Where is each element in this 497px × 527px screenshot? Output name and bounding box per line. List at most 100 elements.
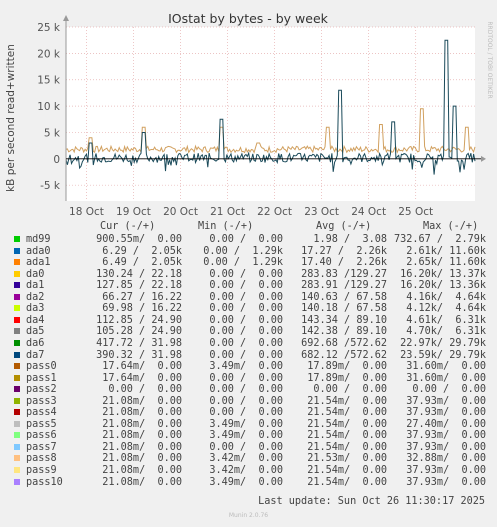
legend-min: 0.00 / 0.00 (209, 384, 283, 396)
legend-avg: 17.40 / 2.26k (301, 257, 387, 269)
legend-min: 0.00 / 0.00 (209, 326, 283, 338)
legend-swatch (14, 467, 20, 473)
header-max: Max (-/+) (423, 221, 479, 232)
legend-row: da3 69.98 / 16.22 0.00 / 0.00 140.18 / 67.5… (14, 303, 486, 315)
legend-avg: 21.53m/ 0.00 (307, 453, 387, 465)
legend-row: pass6 21.08m/ 0.00 3.49m/ 0.00 21.54m/ 0.00… (14, 430, 486, 442)
x-tick-label: 21 Oct (210, 206, 245, 218)
legend-name: pass8 (26, 453, 57, 465)
legend-cur: 417.72 / 31.98 (96, 337, 182, 349)
legend-name: ada0 (26, 245, 51, 257)
y-tick-label: 10 k (37, 101, 61, 113)
legend-cur: 0.00 / 0.00 (108, 384, 182, 396)
legend-min: 0.00 / 1.29k (203, 245, 283, 257)
legend-name: pass9 (26, 465, 57, 476)
legend-max: 37.93m/ 0.00 (406, 430, 486, 442)
legend-avg: 21.54m/ 0.00 (307, 407, 387, 419)
legend-max: 32.88m/ 0.00 (406, 453, 486, 465)
legend-max: 37.93m/ 0.00 (406, 476, 486, 488)
legend-swatch (14, 247, 20, 254)
legend-swatch (14, 351, 20, 358)
legend-avg: 21.54m/ 0.00 (307, 441, 387, 453)
legend-max: 16.20k/ 13.36k (400, 280, 486, 292)
legend-row: pass10 21.08m/ 0.00 3.49m/ 0.00 21.54m/ 0.0… (14, 476, 486, 488)
legend-row: ada1 6.49 / 2.05k 0.00 / 1.29k 17.40 / 2.26… (14, 257, 486, 269)
legend-min: 0.00 / 0.00 (209, 441, 283, 453)
legend-avg: 140.18 / 67.58 (301, 303, 387, 315)
legend-swatch (14, 420, 20, 427)
legend-swatch (14, 409, 20, 416)
legend-cur: 127.85 / 22.18 (96, 280, 182, 292)
legend-max: 4.16k/ 4.64k (406, 291, 486, 303)
legend-swatch (14, 328, 20, 335)
legend-name: pass3 (26, 395, 57, 407)
legend-cur: 112.85 / 24.90 (96, 314, 182, 326)
legend-row: pass9 21.08m/ 0.00 3.42m/ 0.00 21.54m/ 0.00… (14, 465, 486, 476)
legend-min: 0.00 / 0.00 (209, 337, 283, 349)
legend-min: 0.00 / 0.00 (209, 372, 283, 384)
y-tick-label: 25 k (37, 22, 61, 34)
legend-max: 4.61k/ 6.31k (406, 314, 486, 326)
legend-row: pass2 0.00 / 0.00 0.00 / 0.00 0.00 / 0.00 0.… (14, 384, 486, 396)
legend-min: 3.49m/ 0.00 (209, 418, 283, 430)
legend-cur: 21.08m/ 0.00 (102, 465, 182, 476)
legend-max: 0.00 / 0.00 (412, 384, 486, 396)
legend-cur: 105.28 / 24.90 (96, 326, 182, 338)
legend-row: pass8 21.08m/ 0.00 3.42m/ 0.00 21.53m/ 0.00… (14, 453, 486, 465)
legend-min: 0.00 / 0.00 (209, 349, 283, 361)
legend-max: 23.59k/ 29.79k (400, 349, 486, 361)
legend-max: 2.65k/ 11.60k (406, 257, 486, 269)
legend-name: da5 (26, 326, 45, 338)
legend-row: pass3 21.08m/ 0.00 0.00 / 0.00 21.54m/ 0.00… (14, 395, 486, 407)
legend-row: da2 66.27 / 16.22 0.00 / 0.00 140.63 / 67.5… (14, 291, 486, 303)
legend-swatch (14, 316, 20, 323)
legend-avg: 142.38 / 89.10 (301, 326, 387, 338)
legend-max: 37.93m/ 0.00 (406, 395, 486, 407)
legend-name: pass4 (26, 407, 57, 419)
legend-min: 0.00 / 0.00 (209, 314, 283, 326)
legend-min: 3.49m/ 0.00 (209, 361, 283, 373)
legend-avg: 21.54m/ 0.00 (307, 418, 387, 430)
header-cur: Cur (-/+) (100, 221, 156, 232)
legend-max: 22.97k/ 29.79k (400, 337, 486, 349)
series-line-da6 (65, 108, 476, 154)
legend-min: 3.49m/ 0.00 (209, 476, 283, 488)
legend-cur: 21.08m/ 0.00 (102, 476, 182, 488)
legend-row: da5 105.28 / 24.90 0.00 / 0.00 142.38 / 89.… (14, 326, 486, 338)
legend-cur: 17.64m/ 0.00 (102, 372, 182, 384)
legend-swatch (14, 397, 20, 404)
munin-version: Munin 2.0.76 (228, 512, 269, 519)
legend-name: da3 (26, 303, 45, 315)
legend-avg: 21.54m/ 0.00 (307, 465, 387, 476)
legend-name: da4 (26, 314, 45, 326)
legend-row: da4 112.85 / 24.90 0.00 / 0.00 143.34 / 89.… (14, 314, 486, 326)
legend-row: pass5 21.08m/ 0.00 3.49m/ 0.00 21.54m/ 0.00… (14, 418, 486, 430)
legend-max: 4.12k/ 4.64k (406, 303, 486, 315)
legend-min: 3.42m/ 0.00 (209, 453, 283, 465)
legend-min: 0.00 / 0.00 (209, 234, 283, 245)
legend-cur: 66.27 / 16.22 (102, 291, 182, 303)
legend-swatch (14, 259, 20, 266)
legend-name: ada1 (26, 257, 51, 269)
y-tick-label: 15 k (37, 75, 61, 87)
legend-row: da7 390.32 / 31.98 0.00 / 0.00 682.12 /572.… (14, 349, 486, 361)
legend-max: 37.93m/ 0.00 (406, 407, 486, 419)
x-tick-label: 20 Oct (163, 206, 198, 218)
legend-cur: 21.08m/ 0.00 (102, 453, 182, 465)
y-tick-label: 5 k (44, 127, 61, 139)
x-tick-label: 23 Oct (304, 206, 339, 218)
last-update: Last update: Sun Oct 26 11:30:17 2025 (258, 496, 485, 507)
rrdtool-side-label: RRDTOOL / TOBI OETIKER (486, 21, 493, 98)
legend-name: pass5 (26, 418, 57, 430)
legend-name: da6 (26, 337, 45, 349)
legend-max: 732.67 / 2.79k (393, 234, 486, 245)
legend-min: 3.49m/ 0.00 (209, 430, 283, 442)
legend-row: pass1 17.64m/ 0.00 0.00 / 0.00 17.89m/ 0.00… (14, 372, 486, 384)
legend-cur: 6.49 / 2.05k (102, 257, 182, 269)
legend-min: 0.00 / 1.29k (203, 257, 283, 269)
legend-min: 0.00 / 0.00 (209, 395, 283, 407)
legend-swatch (14, 455, 20, 462)
legend-avg: 0.00 / 0.00 (313, 384, 387, 396)
legend-swatch (14, 432, 20, 439)
legend-swatch (14, 270, 20, 277)
